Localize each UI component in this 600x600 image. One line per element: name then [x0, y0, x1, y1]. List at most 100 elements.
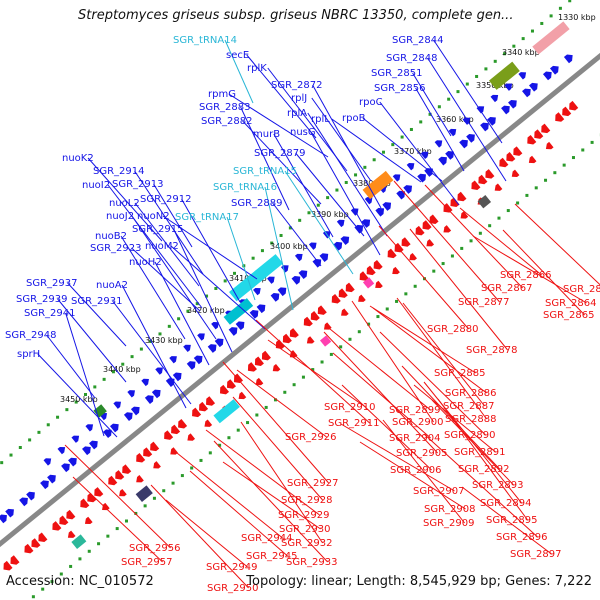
reverse-gene-arrow [545, 141, 554, 150]
ruler-tick-label: 3400 kbp [270, 242, 308, 251]
guide-dot [111, 370, 115, 374]
forward-gene-arrow [127, 390, 135, 398]
gene-label-bottom: SGR_2878 [466, 345, 518, 356]
gene-label-top: nuoL2 [109, 198, 140, 209]
reverse-gene-arrow-shape [460, 211, 469, 219]
reverse-gene-arrow [122, 464, 132, 474]
guide-dot [46, 423, 50, 427]
gene-label-bottom-leader [340, 423, 455, 492]
forward-gene-arrow-shape [47, 474, 56, 484]
gene-label-top: SGR_2913 [112, 179, 164, 190]
gene-label-top-leader [67, 282, 127, 347]
forward-gene-arrow [382, 202, 392, 211]
reverse-gene-arrow [426, 239, 435, 247]
forward-gene-arrow-shape [172, 372, 182, 382]
gene-label-top-leader [226, 216, 256, 301]
guide-dot [571, 156, 575, 160]
guide-dot [381, 150, 385, 154]
reverse-gene-arrow-shape [66, 509, 76, 520]
feature-block-olive [488, 61, 520, 90]
forward-gene-arrow-shape [522, 88, 531, 98]
forward-gene-arrow-shape [518, 72, 527, 80]
reverse-gene-arrow [494, 183, 503, 191]
reverse-gene-arrow-shape [471, 180, 481, 190]
guide-dot [475, 74, 479, 78]
forward-gene-arrow-shape [68, 457, 77, 467]
guide-dot [419, 120, 423, 124]
gene-label-bottom-leader [332, 352, 431, 439]
forward-gene-arrow-shape [214, 338, 224, 348]
forward-gene-arrow [256, 304, 266, 314]
reverse-gene-arrow-shape [513, 146, 523, 156]
forward-gene-arrow-shape [294, 253, 303, 262]
forward-gene-arrow-shape [253, 287, 261, 296]
gene-label-top-leader [153, 183, 193, 248]
reverse-gene-arrow [59, 515, 69, 526]
forward-gene-arrow [448, 128, 457, 137]
gene-label-top: nuoN2 [137, 211, 170, 222]
reverse-gene-arrow-shape [164, 430, 174, 440]
reverse-gene-arrow [310, 311, 320, 321]
forward-gene-arrow [113, 401, 122, 409]
ruler-tick-label: 3340 kbp [502, 48, 540, 57]
gene-label-bottom-leader [423, 433, 538, 538]
reverse-gene-arrow-shape [171, 424, 181, 435]
gene-label-bottom: SGR_2892 [458, 464, 510, 475]
rna-feature-block-shape [213, 399, 240, 424]
reverse-gene-arrow-shape [478, 174, 488, 185]
forward-gene-arrow [487, 116, 496, 126]
guide-dot [493, 59, 497, 63]
reverse-gene-arrow [569, 100, 579, 111]
gene-label-top-leader [112, 300, 192, 405]
reverse-gene-arrow-shape [499, 157, 509, 168]
guide-dot [190, 466, 194, 470]
reverse-gene-arrow [450, 197, 460, 207]
gene-label-bottom: SGR_2888 [445, 414, 497, 425]
forward-gene-arrow [141, 378, 149, 387]
forward-gene-arrow-shape [40, 480, 49, 490]
guide-dot [218, 443, 222, 447]
feature-block-teal [71, 534, 87, 549]
forward-gene-arrow [183, 344, 191, 353]
reverse-gene-arrow-shape [443, 225, 452, 233]
gene-label-bottom: SGR_2894 [480, 498, 532, 509]
reverse-gene-arrow-shape [38, 532, 48, 543]
gene-label-bottom-leader [437, 398, 529, 521]
gene-label-top: SGR_tRNA17 [175, 212, 239, 223]
gene-label-bottom: SGR_2890 [444, 430, 496, 441]
guide-dot [9, 453, 13, 457]
guide-dot [149, 339, 153, 343]
forward-gene-arrow [40, 480, 49, 490]
reverse-gene-arrow [199, 401, 209, 412]
gene-label-bottom: SGR_2877 [458, 297, 510, 308]
gene-label-top: SGR_2844 [392, 35, 444, 46]
reverse-gene-arrow-shape [528, 155, 537, 164]
forward-gene-arrow-shape [382, 202, 392, 211]
reverse-gene-arrow [67, 530, 76, 538]
guide-dot [357, 330, 361, 334]
gene-label-bottom: SGR_2865 [543, 310, 595, 321]
reverse-gene-arrow-shape [178, 418, 188, 429]
gene-label-top-leader [311, 97, 372, 182]
forward-gene-arrow [434, 140, 443, 148]
guide-dot [283, 390, 287, 394]
gene-label-top: SGR_2851 [371, 68, 423, 79]
gene-label-bottom-leader [323, 331, 438, 454]
forward-gene-arrow-shape [89, 440, 98, 450]
guide-dot [260, 249, 264, 253]
forward-gene-arrow [501, 105, 510, 115]
gene-label-top: sprH [17, 349, 40, 360]
forward-gene-arrow-shape [336, 219, 345, 228]
reverse-gene-arrow-shape [102, 502, 110, 511]
gene-label-top-leader [134, 202, 200, 287]
forward-gene-arrow-shape [501, 105, 510, 115]
gene-label-top: SGR_2931 [71, 296, 123, 307]
guide-dot [354, 173, 358, 177]
reverse-gene-arrow [331, 294, 341, 304]
forward-gene-arrow [5, 508, 14, 518]
forward-gene-arrow-shape [141, 378, 149, 387]
reverse-gene-arrow-shape [341, 308, 349, 316]
reverse-gene-arrow-shape [409, 252, 417, 261]
forward-gene-arrow-shape [256, 304, 266, 314]
